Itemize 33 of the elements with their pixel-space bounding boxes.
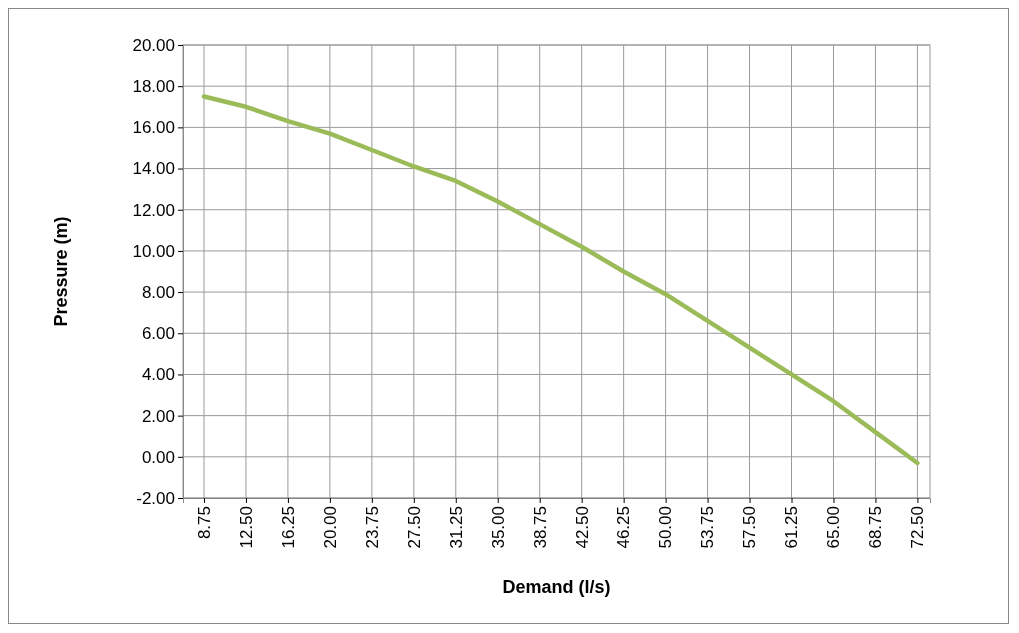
y-tick-label: 2.00	[141, 406, 175, 426]
y-tick-label: 6.00	[141, 324, 175, 344]
x-tick-label: 27.50	[404, 506, 424, 549]
x-tick-label: 23.75	[362, 506, 382, 549]
x-tick-label: 20.00	[320, 506, 340, 549]
y-tick-label: 8.00	[141, 283, 175, 303]
y-tick-label: 14.00	[132, 159, 175, 179]
line-series	[201, 94, 920, 466]
x-axis-title: Demand (l/s)	[502, 577, 611, 597]
x-tick-label: 57.50	[740, 506, 760, 549]
x-tick-label: 16.25	[278, 506, 298, 549]
x-tick-label: 61.25	[782, 506, 802, 549]
x-tick-label: 42.50	[572, 506, 592, 549]
x-tick-label: 38.75	[530, 506, 550, 549]
y-tick-label: 18.00	[132, 77, 175, 97]
x-tick-label: 53.75	[698, 506, 718, 549]
y-axis-title: Pressure (m)	[51, 216, 71, 327]
x-tick-label: 72.50	[908, 506, 928, 549]
x-tick-label: 31.25	[446, 506, 466, 549]
y-tick-label: 10.00	[132, 241, 175, 261]
x-tick-label: 65.00	[824, 506, 844, 549]
y-tick-label: 12.00	[132, 200, 175, 220]
x-tick-label: 35.00	[488, 506, 508, 549]
y-tick-label: 4.00	[141, 365, 175, 385]
y-tick-label: 0.00	[141, 447, 175, 467]
y-tick-label: -2.00	[136, 488, 175, 508]
x-tick-label: 68.75	[866, 506, 886, 549]
x-tick-label: 8.75	[194, 506, 214, 540]
y-tick-label: 16.00	[132, 118, 175, 138]
y-tick-label: 20.00	[132, 35, 175, 55]
x-tick-label: 50.00	[656, 506, 676, 549]
x-tick-label: 12.50	[236, 506, 256, 549]
x-tick-label: 46.25	[614, 506, 634, 549]
